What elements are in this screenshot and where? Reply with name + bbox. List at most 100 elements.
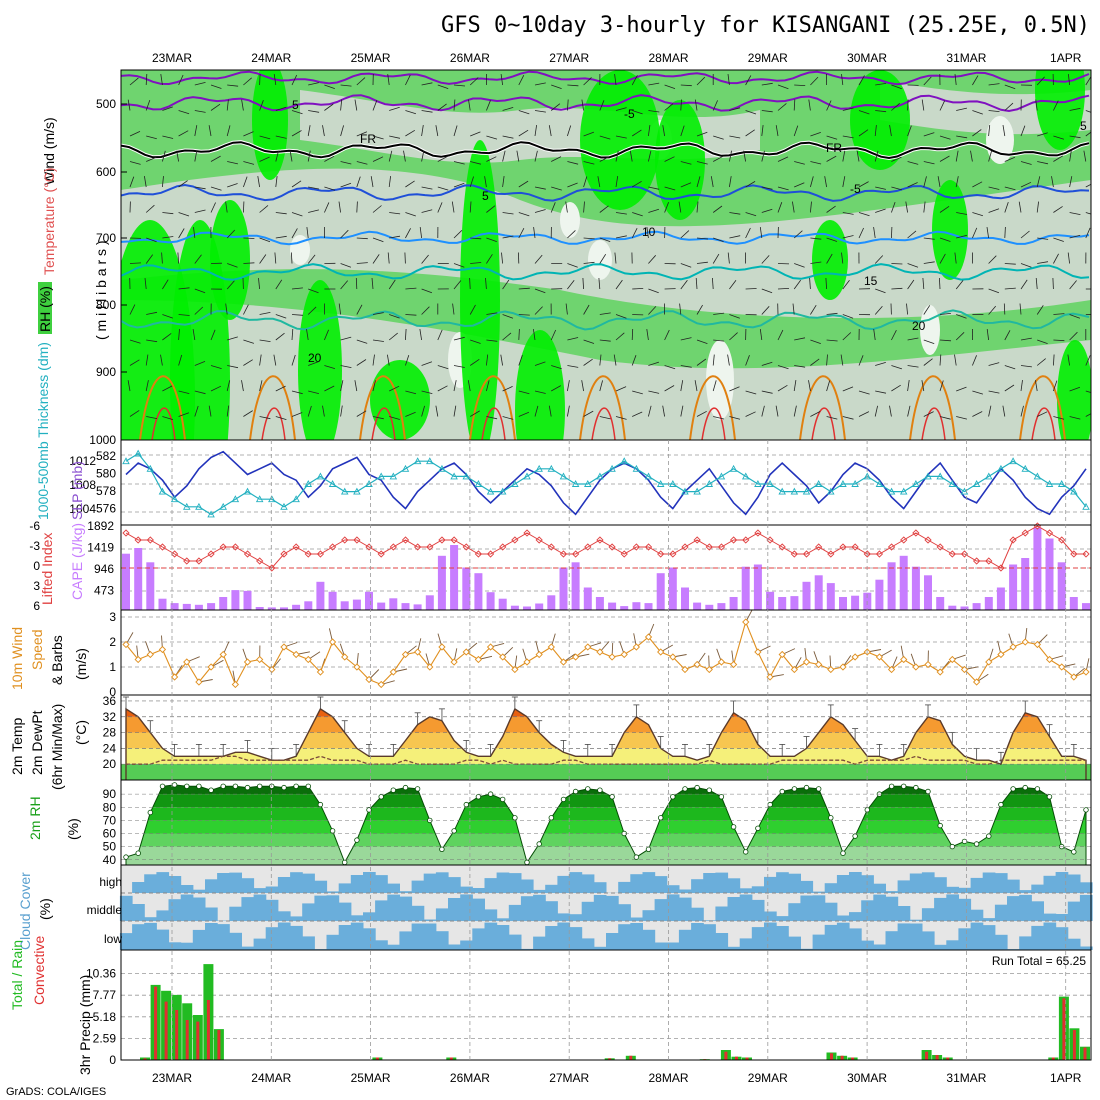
- cloud-cell: [119, 933, 133, 950]
- wind-barb: [598, 277, 601, 290]
- wind-barb: [178, 412, 190, 417]
- precip-tick-label: 5.18: [93, 1010, 117, 1024]
- li-point: [924, 536, 932, 544]
- wind-barb: [923, 201, 926, 213]
- wind-barb: [421, 390, 433, 394]
- cloud-cell: [472, 898, 485, 921]
- cloud-cell: [715, 906, 729, 921]
- cloud-cell: [715, 872, 729, 893]
- wind-barb: [1069, 135, 1081, 139]
- rh-fill-dark: [515, 330, 565, 440]
- cloud-cell: [1019, 894, 1032, 921]
- wind10-point: [705, 665, 713, 674]
- wind-barb: [502, 150, 506, 162]
- date-top-label: 27MAR: [549, 51, 589, 65]
- wind-barb: [470, 161, 481, 165]
- wind-barb: [889, 125, 892, 137]
- wind-barb: [810, 132, 821, 137]
- wind-barb: [275, 416, 287, 420]
- wind-barb: [1002, 405, 1006, 417]
- thickness-point: [571, 480, 580, 487]
- cloud-cell: [934, 877, 947, 893]
- thickness-point: [243, 487, 252, 495]
- li-point: [195, 557, 203, 565]
- li-point: [729, 536, 738, 544]
- wind-barb: [583, 261, 595, 264]
- wind-tick-label: 3: [109, 610, 116, 624]
- li-point: [717, 543, 726, 551]
- wind-barb: [826, 380, 831, 392]
- wind-barb: [308, 390, 319, 394]
- wind-barb: [421, 288, 433, 294]
- cloud-cell: [776, 916, 789, 921]
- wind-barb: [745, 75, 752, 86]
- wind-barb: [388, 150, 393, 162]
- cloud-cell: [654, 942, 668, 950]
- wind-barb: [1069, 107, 1081, 111]
- cloud-cell: [606, 895, 619, 921]
- thickness-point: [195, 502, 203, 510]
- cloud-cell: [703, 924, 716, 950]
- wind-barb: [664, 84, 676, 89]
- wind-barb: [567, 99, 569, 111]
- wind-barb: [129, 161, 141, 165]
- wind-barb: [729, 386, 740, 392]
- wind-barb: [713, 312, 725, 315]
- wind-barb: [680, 405, 684, 417]
- wind-barb: [680, 380, 684, 392]
- li-point: [693, 536, 701, 544]
- precip-tick-label: 10.36: [86, 967, 116, 981]
- thickness-point: [450, 472, 458, 480]
- temp-tick-label: 24: [103, 741, 117, 755]
- cloud-cell: [302, 873, 315, 893]
- wind-barb: [696, 76, 706, 86]
- wind10-point: [948, 655, 956, 664]
- cloud-cell: [338, 925, 352, 950]
- wind-barb: [648, 288, 659, 294]
- cloud-cell: [1055, 927, 1069, 950]
- wind-barb: [405, 287, 417, 290]
- rh-point: [208, 787, 214, 793]
- li-point: [535, 536, 543, 544]
- cloud-cell: [350, 922, 364, 950]
- wind-barb: [194, 306, 204, 315]
- wind-barb: [1069, 280, 1077, 290]
- wind10-point: [815, 660, 823, 669]
- wind-barb: [826, 416, 838, 420]
- cloud-cell: [192, 897, 206, 921]
- contour-label: 10: [642, 225, 656, 239]
- wind-barb: [162, 106, 173, 111]
- cape-bar: [766, 591, 775, 610]
- wind-barb: [421, 186, 433, 190]
- cloud-cell: [545, 926, 558, 950]
- temp-ylabel-b: 2m DewPt: [29, 710, 45, 775]
- wind-barb: [712, 100, 718, 111]
- wind-barb: [437, 365, 449, 370]
- wind-barb: [905, 201, 908, 213]
- wind10-point: [887, 665, 896, 674]
- wind-barb: [502, 279, 510, 290]
- rh-point: [645, 846, 652, 852]
- precip-conv-bar: [946, 1057, 950, 1060]
- pressure-tick-label: 600: [96, 165, 116, 179]
- wind-barb: [324, 365, 336, 369]
- rh-line: [125, 784, 1087, 865]
- cape-bar: [1033, 527, 1042, 610]
- wind-barb: [891, 365, 903, 370]
- cloud-cell: [982, 925, 996, 950]
- rh-band: [126, 820, 1086, 834]
- wind-barb: [437, 329, 443, 341]
- wind-barb: [421, 82, 433, 86]
- wind-barb: [1020, 181, 1032, 188]
- cloud-cell: [1043, 913, 1057, 921]
- run-total: Run Total = 65.25: [992, 954, 1087, 968]
- cape-bar: [656, 573, 665, 610]
- cloud-cell: [885, 896, 899, 921]
- wind-barb: [972, 212, 984, 217]
- wind-barb: [194, 361, 206, 366]
- cape-bar: [826, 583, 835, 610]
- wind-barb: [453, 125, 458, 137]
- wind-barb: [614, 74, 617, 86]
- wind-barb: [810, 237, 822, 240]
- cloud-cell: [229, 906, 242, 921]
